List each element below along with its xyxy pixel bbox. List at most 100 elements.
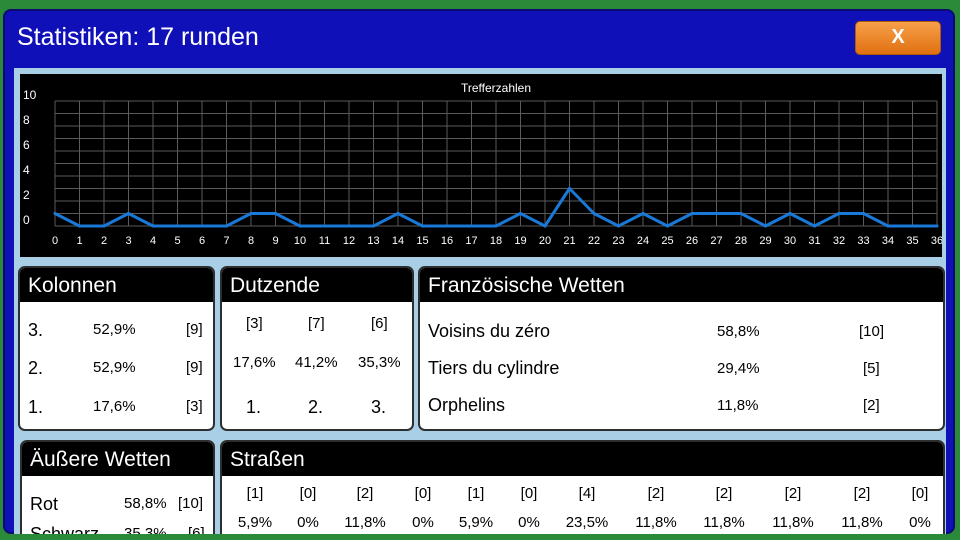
strassen-count: [2]	[647, 485, 665, 502]
kolonnen-label: 1.	[28, 397, 44, 417]
aussere-pct: 58,8%	[124, 495, 167, 512]
x-tick-label: 20	[539, 235, 551, 247]
hit-count-chart: 0 2 4 6 8 10 0 1 2 3 4 5 6 7 8 9 10 11 12 13 14 15 16 17 18 19 20 2…	[20, 74, 943, 257]
franz-pct: 58,8%	[717, 323, 760, 340]
chart-line-segment	[617, 212, 645, 228]
chart-line-segment	[739, 212, 767, 228]
x-tick-label: 26	[686, 235, 698, 247]
y-tick-label: 0	[23, 213, 30, 227]
chart-point	[176, 224, 179, 228]
chart-point	[788, 212, 792, 215]
x-tick-label: 12	[343, 235, 355, 247]
franz-label: Orphelins	[428, 395, 506, 415]
franz-label: Voisins du zéro	[428, 321, 551, 341]
chart-line-segment	[666, 212, 694, 228]
x-tick-label: 31	[808, 235, 820, 247]
y-tick-label: 2	[23, 188, 30, 202]
chart-line-segment	[543, 187, 571, 228]
strassen-pct: 11,8%	[772, 514, 814, 531]
chart-line-segment	[519, 212, 547, 228]
chart-line-segment	[764, 212, 792, 228]
chart-point	[690, 212, 694, 215]
x-tick-label: 24	[637, 235, 649, 247]
dutzende-count: [3]	[246, 315, 263, 332]
franz-count: [2]	[863, 397, 880, 414]
x-tick-label: 13	[367, 235, 379, 247]
chart-point	[911, 224, 914, 228]
chart-point	[764, 224, 767, 228]
strassen-pct: 0%	[412, 514, 434, 531]
chart-line-segment	[494, 212, 522, 228]
strassen-pct: 0%	[909, 514, 931, 531]
y-tick-label: 4	[23, 163, 30, 177]
chart-point	[739, 212, 743, 215]
strassen-title: Straßen	[222, 442, 943, 476]
x-tick-label: 4	[150, 235, 156, 247]
strassen-card: Straßen [1] 5,9% [0] 0% [2] 11,8% [0] 0% [1] 5,9%…	[220, 440, 945, 534]
x-tick-label: 23	[612, 235, 624, 247]
strassen-pct: 11,8%	[344, 514, 386, 531]
strassen-count: [0]	[911, 485, 929, 502]
x-tick-label: 1	[76, 235, 82, 247]
aussere-count: [6]	[188, 525, 205, 534]
chart-point	[396, 212, 400, 215]
x-tick-label: 34	[882, 235, 894, 247]
x-tick-label: 30	[784, 235, 796, 247]
x-tick-label: 22	[588, 235, 600, 247]
close-button[interactable]: X	[855, 21, 941, 55]
chart-point	[151, 224, 155, 228]
chart-line-segment	[53, 212, 81, 228]
strassen-pct: 23,5%	[565, 514, 609, 531]
chart-point	[813, 224, 816, 228]
chart-line-segment	[641, 212, 669, 228]
dutzende-count: [6]	[371, 315, 388, 332]
chart-point	[102, 224, 106, 228]
dutzende-pct: 17,6%	[233, 354, 276, 371]
chart-point	[543, 224, 547, 228]
chart-point	[641, 212, 645, 215]
kolonnen-pct: 52,9%	[93, 321, 136, 338]
franz-card: Französische Wetten Voisins du zéro 58,8…	[418, 266, 945, 431]
chart-title: Trefferzahlen	[461, 81, 531, 95]
chart-line-segment	[372, 212, 400, 228]
x-tick-label: 33	[857, 235, 869, 247]
strassen-count: [1]	[246, 485, 264, 502]
dutzende-pct: 35,3%	[358, 354, 401, 371]
y-tick-label: 10	[23, 88, 37, 102]
dutzende-pct: 41,2%	[295, 354, 338, 371]
chart-line-segment	[862, 212, 890, 228]
chart-point	[225, 224, 228, 228]
x-tick-label: 27	[710, 235, 722, 247]
x-tick-label: 35	[906, 235, 918, 247]
x-tick-label: 0	[52, 235, 58, 247]
chart-line-segment	[274, 212, 302, 228]
chart-point	[519, 212, 522, 215]
chart-line-segment	[788, 212, 816, 228]
x-tick-label: 11	[319, 235, 330, 247]
chart-point	[200, 224, 204, 228]
strassen-pct: 0%	[518, 514, 540, 531]
chart-point	[886, 224, 890, 228]
aussere-title: Äußere Wetten	[22, 442, 213, 476]
chart-point	[323, 224, 326, 228]
chart-line-segment	[396, 212, 424, 228]
chart-point	[372, 224, 375, 228]
franz-count: [5]	[863, 360, 880, 377]
x-tick-label: 28	[735, 235, 747, 247]
x-tick-label: 17	[465, 235, 477, 247]
chart-point	[617, 224, 620, 228]
x-tick-label: 10	[294, 235, 306, 247]
chart-line-segment	[225, 212, 253, 228]
x-tick-label: 19	[514, 235, 526, 247]
chart-point	[274, 212, 277, 215]
x-tick-label: 2	[101, 235, 107, 247]
x-tick-label: 18	[490, 235, 502, 247]
x-tick-label: 16	[441, 235, 453, 247]
x-tick-label: 6	[199, 235, 205, 247]
strassen-pct: 5,9%	[237, 514, 273, 531]
x-tick-label: 29	[759, 235, 771, 247]
strassen-pct: 5,9%	[458, 514, 494, 531]
chart-point	[666, 224, 669, 228]
dutzende-label: 3.	[371, 397, 387, 417]
y-tick-label: 8	[23, 113, 30, 127]
